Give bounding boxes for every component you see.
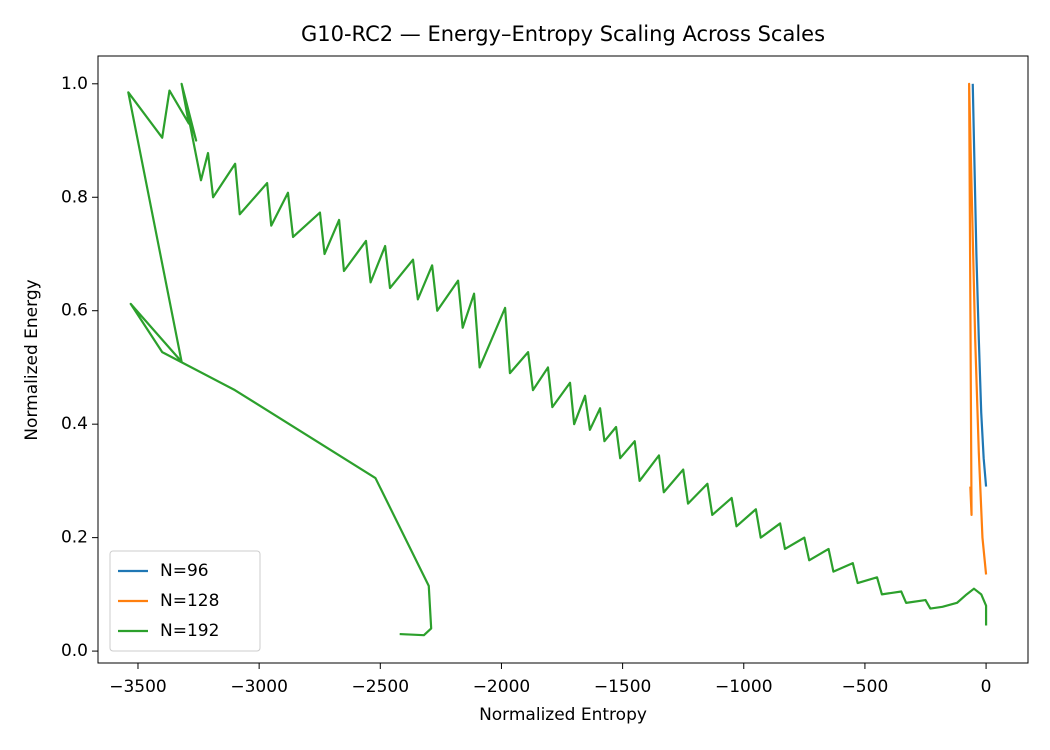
x-tick-label: 0 <box>981 677 992 697</box>
y-tick-label: 0.4 <box>61 414 88 434</box>
y-tick-label: 0.6 <box>61 301 88 321</box>
series-line <box>127 82 988 637</box>
legend-box <box>109 550 261 652</box>
plot-frame <box>97 55 1029 664</box>
x-tick-label: −500 <box>842 677 889 697</box>
y-tick-label: 0.0 <box>61 641 88 661</box>
x-tick-label: −1000 <box>715 677 773 697</box>
x-tick-label: −2000 <box>473 677 531 697</box>
y-tick-label: 0.2 <box>61 528 88 548</box>
chart-title: G10-RC2 — Energy–Entropy Scaling Across … <box>301 22 825 46</box>
x-tick-label: −3500 <box>109 677 167 697</box>
legend-label: N=96 <box>160 561 209 581</box>
x-tick-label: −3000 <box>230 677 288 697</box>
x-tick-label: −1500 <box>594 677 652 697</box>
x-axis-label: Normalized Entropy <box>479 705 647 725</box>
x-tick-label: −2500 <box>352 677 410 697</box>
legend-label: N=128 <box>160 591 219 611</box>
legend-label: N=192 <box>160 621 219 641</box>
y-tick-label: 0.8 <box>61 187 88 207</box>
series-line <box>968 82 988 575</box>
y-axis-label: Normalized Energy <box>22 279 42 440</box>
series-line <box>971 83 988 487</box>
y-tick-label: 1.0 <box>61 74 88 94</box>
